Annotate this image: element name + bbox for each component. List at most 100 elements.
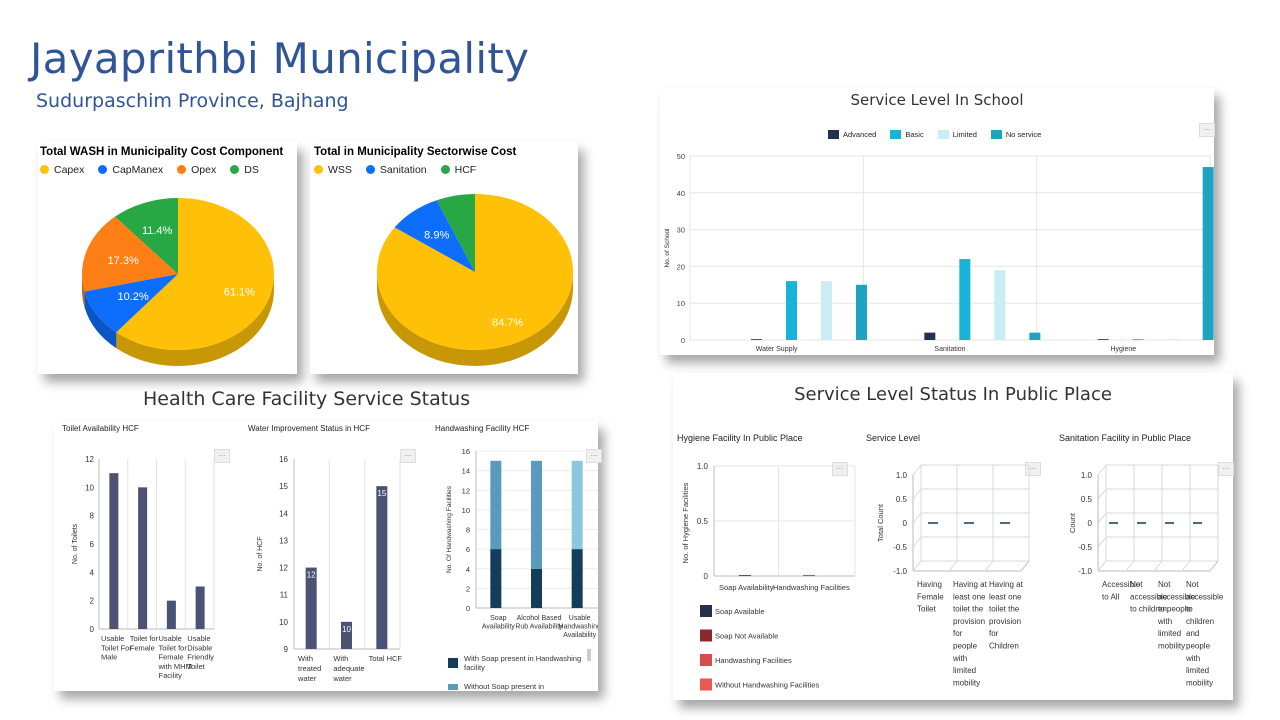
y-tick-label: 30 <box>677 226 685 235</box>
legend-scrollbar <box>587 649 591 661</box>
pie2-legend: WSS Sanitation HCF <box>314 164 476 176</box>
school-legend: Advanced Basic Limited No service <box>828 130 1041 139</box>
x-tick-label: people <box>1186 642 1211 651</box>
handwash-bar-without-soap <box>531 460 542 569</box>
bar-basic <box>1132 339 1144 340</box>
y-tick-label: 6 <box>90 540 95 549</box>
legend-basic[interactable]: Basic <box>890 130 924 139</box>
y-tick-label: 0 <box>90 625 95 634</box>
y-tick-label: 16 <box>462 447 470 456</box>
gridline <box>1153 560 1163 572</box>
legend-hcf[interactable]: HCF <box>440 164 476 176</box>
gridline <box>1209 560 1219 572</box>
x-tick-label: Having at <box>953 580 988 589</box>
x-tick-label: Female <box>917 592 944 601</box>
x-tick-label: for <box>953 629 963 638</box>
x-tick-label: with <box>1185 654 1200 663</box>
toilet-chart-menu-button[interactable]: ... <box>214 449 230 463</box>
school-chart-menu-button[interactable]: ... <box>1199 123 1215 137</box>
school-service-panel: Service Level In School Advanced Basic L… <box>660 88 1215 355</box>
legend-capex[interactable]: Capex <box>40 164 84 176</box>
y-tick-label: -1.0 <box>1078 567 1092 576</box>
legend-wss[interactable]: WSS <box>314 164 352 176</box>
public-place-panel: Service Level Status In Public Place Hyg… <box>673 373 1234 700</box>
y-tick-label: 10 <box>462 506 470 515</box>
toilet-bar <box>195 586 205 629</box>
legend-limited[interactable]: Limited <box>937 130 977 139</box>
x-tick-label: Handwashing Facilities <box>773 583 850 592</box>
y-tick-label: 0 <box>466 604 470 613</box>
x-tick-label: Toilet <box>917 605 936 614</box>
bar-no-service <box>1029 332 1041 340</box>
x-tick-label: Soap Availability <box>719 583 774 592</box>
bar-data-label: 10 <box>342 625 351 634</box>
hcf-panel: Toilet Availability HCF Water Improvemen… <box>54 421 602 691</box>
toilet-bar <box>166 600 176 629</box>
legend-ds[interactable]: DS <box>230 164 259 176</box>
y-tick-label: -1.0 <box>893 567 907 576</box>
y-tick-label: 14 <box>279 509 288 518</box>
legend-advanced[interactable]: Advanced <box>828 130 876 139</box>
x-tick-label: Toilet for <box>130 634 159 643</box>
service-level-bar <box>928 522 938 524</box>
x-tick-label: toilet the <box>953 605 984 614</box>
y-tick-label: 0 <box>681 336 685 345</box>
y-tick-label: 9 <box>284 645 289 654</box>
bar-basic <box>786 281 797 340</box>
service-level-chart-title: Service Level <box>866 433 921 443</box>
y-axis-label: No. of Toilets <box>72 523 79 564</box>
y-tick-label: 8 <box>466 526 470 535</box>
x-tick-label: Hygiene <box>1110 346 1136 353</box>
pie1-legend: Capex CapManex Opex DS <box>40 164 259 176</box>
pie1-title: Total WASH in Municipality Cost Componen… <box>40 146 284 158</box>
handwash-bar-with-soap <box>490 549 502 608</box>
y-tick-label: 10 <box>677 299 685 308</box>
y-axis-label: No. Of Handwashing Facilities <box>446 485 453 573</box>
pie2-title: Total in Municipality Sectorwise Cost <box>314 146 517 158</box>
y-tick-label: 4 <box>466 565 470 574</box>
bar-basic <box>959 259 971 340</box>
gridline <box>1125 560 1135 572</box>
sanitation-public-bar <box>1137 522 1146 524</box>
x-tick-label: Alcohol Based <box>517 615 562 622</box>
pie-slice-hcf <box>436 194 475 272</box>
gridline <box>1097 464 1107 476</box>
y-axis-label: No. of HCF <box>257 536 264 571</box>
school-bar-chart: 0 10 20 30 40 50 Water Supply Sanitation Hygiene… <box>664 152 1214 353</box>
legend-label: With Soap present in Handwashing <box>464 654 581 663</box>
handwash-bar-without-soap <box>571 460 583 550</box>
bar-advanced <box>924 332 936 340</box>
y-tick-label: 8 <box>90 512 95 521</box>
legend-opex[interactable]: Opex <box>177 164 216 176</box>
x-tick-label: provision <box>953 617 985 626</box>
legend-sanitation[interactable]: Sanitation <box>365 164 427 176</box>
school-chart-title: Service Level In School <box>850 91 1024 109</box>
y-tick-label: 0.5 <box>1081 495 1093 504</box>
pie1-chart: 61.1% 10.2% 17.3% 11.4% <box>82 198 275 366</box>
y-tick-label: 0 <box>704 572 709 581</box>
water-chart-menu-button[interactable]: ... <box>400 449 416 463</box>
y-tick-label: 1.0 <box>896 471 908 480</box>
x-tick-label: With <box>333 654 348 663</box>
y-axis-label: Count <box>1068 512 1077 533</box>
x-tick-label: to All <box>1102 592 1120 601</box>
y-tick-label: 6 <box>466 545 470 554</box>
legend-label: Soap Not Available <box>715 632 778 641</box>
x-tick-label: treated <box>298 664 321 673</box>
x-tick-label: limited <box>953 666 976 675</box>
legend-swatch-with-soap <box>448 658 458 668</box>
gridline <box>912 536 922 548</box>
x-tick-label: Toilet For <box>101 643 132 652</box>
legend-capmanex[interactable]: CapManex <box>98 164 163 176</box>
handwash-chart-menu-button[interactable]: ... <box>586 449 602 463</box>
x-tick-label: to <box>1186 605 1193 614</box>
legend-no-service[interactable]: No service <box>990 130 1041 139</box>
y-tick-label: 1.0 <box>1081 471 1093 480</box>
y-axis-label: Total Count <box>876 503 885 542</box>
bar-no-service <box>856 284 867 340</box>
water-bar <box>305 567 317 649</box>
x-tick-label: Male <box>101 653 117 662</box>
y-tick-label: 4 <box>90 568 95 577</box>
public-charts: 0 0.5 1.0 Soap Availability Handwashing Faci… <box>681 462 1224 691</box>
y-tick-label: 50 <box>677 152 685 161</box>
